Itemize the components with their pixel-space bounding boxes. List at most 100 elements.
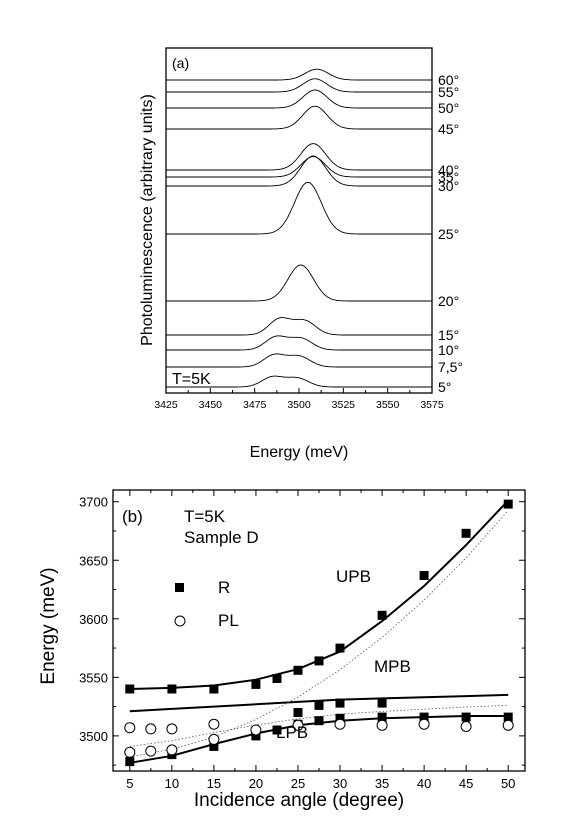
panel-b-x-tick-label: 45 [459,776,473,791]
panel-b-x-tick-label: 40 [417,776,431,791]
pl-data-point [334,718,346,730]
spectrum-curve [166,89,432,109]
r-data-point [167,684,177,694]
guide-curve-1 [129,704,509,747]
panel-b-x-tick-label: 25 [291,776,305,791]
spectrum-curve [166,264,432,302]
spectrum-angle-label: 45° [438,121,459,137]
spectrum-angle-label: 5° [438,379,451,395]
r-data-point [335,643,345,653]
r-data-point [314,656,324,666]
pl-data-point [418,718,430,730]
r-data-point [293,708,303,717]
panel-b-sample-note: Sample D [184,528,259,547]
panel-b-label: (b) [122,507,143,526]
r-data-point [314,700,324,710]
panel-a-x-tick-label: 3525 [332,399,356,411]
spectrum-angle-label: 15° [438,327,459,343]
panel-b-x-tick-label: 50 [501,776,515,791]
panel-b-x-tick-label: 35 [375,776,389,791]
spectrum-angle-label: 30° [438,178,459,194]
spectrum-curve [166,78,432,93]
panel-b-y-tick-label: 3600 [79,612,108,627]
panel-b-y-tick-label: 3550 [79,670,108,685]
r-data-point [335,713,345,723]
pl-data-point [145,723,157,735]
spectrum-angle-label: 50° [438,100,459,116]
r-data-point [377,698,387,708]
panel-b-y-tick-label: 3500 [79,729,108,744]
spectrum-curve [166,68,432,81]
panel-b-x-tick-label: 10 [165,776,179,791]
pl-data-point [292,719,304,731]
pl-data-point [124,722,136,734]
upb-label: UPB [336,567,371,586]
r-data-point [377,610,387,620]
spectrum-angle-label: 40° [438,162,459,178]
panel-b-ticks: 5 10 15 20 25 30 35 40 45 50 3500 3550 3600 3650 3700 [79,490,525,791]
panel-a-temperature-note: T=5K [172,371,211,388]
r-data-point [503,712,513,722]
r-data-point [377,712,387,722]
lpb-label: LPB [276,723,308,742]
pl-data-point [166,723,178,735]
panel-b-x-axis-label: Incidence angle (degree) [194,790,404,811]
panel-b-y-tick-label: 3700 [79,495,108,510]
pl-data-point [145,745,157,757]
panel-a-x-tick-label: 3575 [420,399,444,411]
spectrum-curve [166,353,432,368]
panel-a-y-axis-label: Photoluminescence (arbitrary units) [139,94,156,346]
r-data-point [419,712,429,722]
legend-pl-marker [174,615,186,627]
panel-b-x-tick-label: 20 [249,776,263,791]
panel-a-x-axis-label: Energy (meV) [250,444,349,461]
spectrum-curve [166,375,432,388]
pl-data-point [124,746,136,758]
r-data-point [251,731,261,741]
panel-a-x-ticks: 3425 3450 3475 3500 3525 3550 3575 [154,388,444,411]
spectrum-angle-label: 55° [438,84,459,100]
spectrum-curve [166,105,432,130]
r-data-point [461,528,471,538]
panel-b: (b) T=5K Sample D 5 10 15 20 25 30 35 40 45 50 350… [38,489,526,811]
mpb-label: MPB [374,657,411,676]
spectrum-angle-label: 7,5° [438,359,463,375]
panel-a-x-tick-label: 3550 [376,399,400,411]
r-data-point [461,712,471,722]
panel-b-points [124,499,514,767]
r-data-point [335,698,345,708]
r-data-point [251,679,261,689]
panel-b-x-tick-label: 30 [333,776,347,791]
panel-a-x-tick-label: 3500 [287,399,311,411]
panel-a-spectra [166,68,432,388]
spectrum-curve [166,155,432,187]
panel-b-legend: R PL [174,578,239,630]
pl-data-point [460,721,472,732]
spectrum-angle-label: 20° [438,293,459,309]
panel-a-angle-labels: 60°55°50° 45° 40°35°30° 25° 20° 15°10°7,5° 5° [438,72,463,395]
pl-data-point [502,719,514,731]
panel-b-temperature-note: T=5K [184,507,226,526]
legend-r-label: R [218,578,230,597]
spectrum-curve [166,181,432,235]
pl-data-point [376,719,388,731]
spectrum-angle-label: 35° [438,169,459,185]
fit-curve-mpb [129,693,509,713]
spectrum-curve [166,156,432,178]
spectrum-angle-label: 60° [438,72,459,88]
legend-pl-label: PL [218,611,239,630]
pl-data-point [250,724,262,736]
panel-a: (a) T=5K 60°55°50° 45° 40°35°30° 25° 20° 15°1… [139,47,463,461]
r-data-point [503,499,513,509]
r-data-point [272,674,282,683]
spectrum-curve [166,317,432,336]
panel-a-x-tick-label: 3425 [154,399,178,411]
legend-r-marker [175,583,184,592]
r-data-point [293,665,303,675]
r-data-point [209,741,219,751]
panel-a-frame [165,47,433,394]
panel-a-x-tick-label: 3450 [199,399,223,411]
panel-b-x-tick-label: 15 [207,776,221,791]
